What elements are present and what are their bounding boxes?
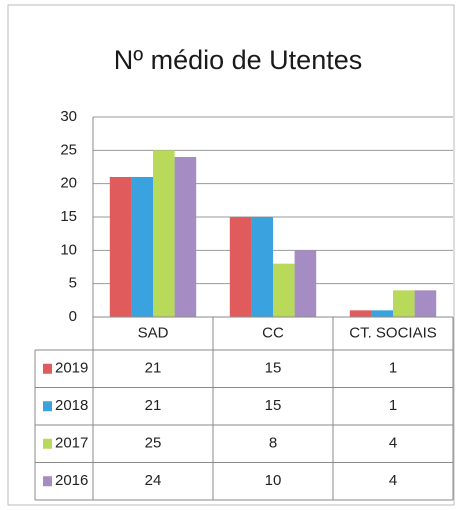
- legend-label: 2018: [55, 397, 88, 414]
- table-value: 4: [389, 472, 397, 489]
- y-tick-label: 0: [69, 308, 77, 325]
- legend-label: 2017: [55, 435, 88, 452]
- table-value: 21: [145, 397, 162, 414]
- table-value: 15: [265, 360, 282, 377]
- legend-label: 2016: [55, 472, 88, 489]
- table-value: 1: [389, 397, 397, 414]
- bar: [393, 290, 415, 317]
- x-tick-label: CT. SOCIAIS: [349, 324, 437, 341]
- x-tick-label: SAD: [138, 324, 169, 341]
- legend-swatch: [43, 476, 52, 487]
- x-tick-label: CC: [262, 324, 284, 341]
- bar: [174, 157, 197, 317]
- table-value: 25: [145, 435, 162, 452]
- y-tick-label: 5: [69, 275, 77, 292]
- bar: [109, 177, 132, 317]
- legend-swatch: [43, 438, 52, 449]
- y-tick-label: 15: [60, 208, 77, 225]
- table-value: 1: [389, 360, 397, 377]
- bar: [414, 290, 437, 317]
- legend-label: 2019: [55, 360, 88, 377]
- legend-swatch: [43, 363, 52, 374]
- table-value: 24: [145, 472, 162, 489]
- y-tick-label: 10: [60, 241, 77, 258]
- bar: [349, 310, 372, 317]
- legend-swatch: [43, 401, 52, 412]
- y-tick-label: 20: [60, 175, 77, 192]
- bar: [153, 150, 175, 317]
- bar: [251, 217, 273, 317]
- bar: [294, 250, 317, 317]
- bar: [273, 263, 295, 317]
- table-value: 15: [265, 397, 282, 414]
- y-tick-label: 30: [60, 108, 77, 125]
- bar: [371, 310, 393, 317]
- table-value: 10: [265, 472, 282, 489]
- y-tick-label: 25: [60, 141, 77, 158]
- frame: [7, 4, 455, 506]
- table-value: 8: [269, 435, 277, 452]
- chart-title: Nº médio de Utentes: [114, 45, 362, 75]
- bar: [131, 177, 153, 317]
- bar: [229, 217, 252, 317]
- table-value: 4: [389, 435, 397, 452]
- table-value: 21: [145, 360, 162, 377]
